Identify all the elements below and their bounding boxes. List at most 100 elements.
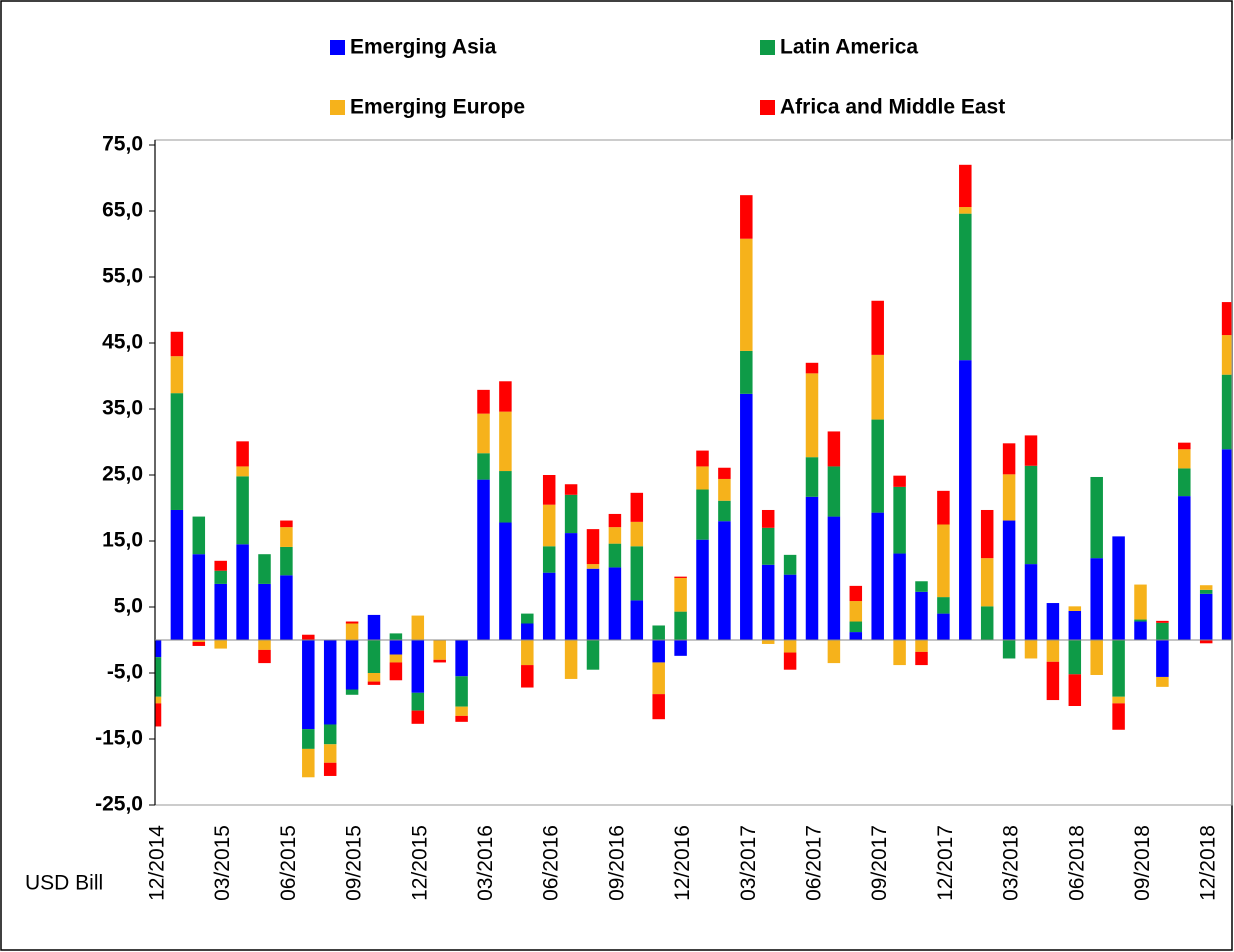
bar-segment (323, 762, 337, 776)
bar-segment (980, 558, 994, 607)
bar-segment (214, 640, 227, 649)
bar-segment (1134, 619, 1147, 622)
legend-label: Africa and Middle East (780, 96, 1005, 119)
bar-segment (455, 676, 468, 707)
legend-swatch (330, 100, 345, 115)
y-tick-label: -15,0 (95, 727, 143, 750)
bar-segment (827, 640, 841, 664)
bar-segment (761, 509, 775, 528)
bar-segment (411, 710, 425, 724)
x-tick-label: 09/2017 (868, 825, 891, 901)
bar-segment (564, 533, 578, 640)
bar-segment (827, 431, 841, 467)
bar-segment (783, 640, 797, 653)
bar-segment (1046, 640, 1060, 662)
bar-segment (389, 654, 403, 663)
bar-segment (1178, 468, 1191, 497)
bar-segment (849, 585, 863, 602)
bar-segment (1046, 603, 1060, 640)
bar-segment (586, 568, 600, 640)
bar-segment (258, 649, 271, 664)
bar-segment (1024, 435, 1038, 466)
bar-segment (302, 634, 315, 640)
bar-segment (871, 512, 884, 640)
bar-segment (1090, 558, 1103, 640)
bar-segment (1221, 302, 1232, 336)
bar-segment (521, 665, 534, 688)
bar-segment (586, 529, 600, 565)
x-tick-label: 09/2015 (343, 825, 366, 901)
bar-segment (696, 539, 709, 640)
bar-segment (170, 331, 184, 357)
bar-segment (630, 600, 644, 640)
bar-segment (805, 362, 819, 374)
bar-segment (761, 527, 775, 565)
bar-segment (980, 509, 994, 559)
bar-segment (1112, 536, 1125, 640)
bar-segment (937, 613, 950, 640)
bar-segment (236, 466, 249, 477)
bar-segment (433, 659, 446, 663)
bar-segment (323, 640, 337, 725)
bar-segment (827, 516, 841, 640)
bar-segment (696, 450, 709, 467)
bar-segment (1024, 640, 1038, 659)
legend-swatch (760, 100, 775, 115)
bar-segment (345, 640, 359, 690)
x-tick-label: 06/2018 (1065, 825, 1088, 901)
bar-segment (1068, 610, 1082, 640)
bar-segment (367, 640, 381, 673)
bar-segment (280, 520, 293, 528)
legend-label: Latin America (780, 36, 918, 59)
bar-segment (455, 640, 468, 677)
bar-segment (805, 496, 819, 640)
bar-segment (937, 597, 950, 614)
bar-segment (1068, 640, 1082, 675)
bar-segment (411, 692, 425, 711)
bar-segment (805, 373, 819, 458)
bar-segment (980, 606, 994, 640)
bar-segment (761, 564, 775, 640)
bar-segment (1024, 465, 1038, 565)
bar-segment (1090, 640, 1103, 675)
bar-segment (499, 471, 512, 523)
bar-segment (915, 581, 928, 592)
bar-segment (521, 623, 534, 640)
bar-segment (1046, 661, 1060, 701)
bar-segment (630, 546, 644, 601)
bar-segment (718, 521, 731, 640)
bar-segment (1199, 585, 1213, 590)
bar-segment (1002, 640, 1016, 659)
bar-segment (718, 478, 731, 501)
bar-segment (1002, 443, 1016, 475)
bar-segment (1156, 676, 1169, 687)
bar-segment (302, 640, 315, 730)
bar-segment (805, 457, 819, 497)
x-tick-label: 06/2015 (277, 825, 300, 901)
bar-segment (740, 350, 753, 394)
bar-segment (411, 640, 425, 693)
bar-segment (630, 521, 644, 547)
bar-segment (411, 615, 425, 640)
bar-segment (696, 489, 709, 540)
bar-segment (1112, 696, 1125, 704)
bar-segment (1090, 476, 1103, 559)
bar-segment (959, 164, 972, 208)
y-tick-label: 65,0 (102, 199, 143, 222)
x-tick-label: 12/2016 (671, 825, 694, 901)
bar-segment (521, 640, 534, 666)
bar-segment (652, 662, 665, 695)
bar-segment (871, 300, 884, 355)
bar-segment (718, 500, 731, 522)
bar-segment (542, 572, 556, 640)
bar-segment (155, 640, 162, 658)
bar-segment (871, 419, 884, 513)
bar-segment (521, 613, 534, 624)
bar-segment (893, 486, 906, 554)
bar-segment (608, 567, 622, 640)
bar-segment (280, 575, 293, 640)
bar-segment (849, 621, 863, 633)
bar-segment (564, 640, 578, 679)
